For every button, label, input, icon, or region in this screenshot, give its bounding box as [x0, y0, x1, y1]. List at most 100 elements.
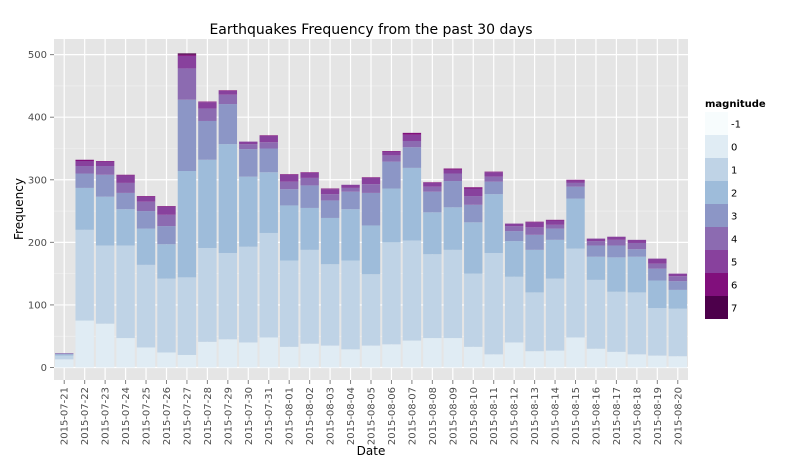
bar-segment	[627, 249, 647, 257]
bar-segment	[566, 186, 585, 199]
bar-segment	[259, 148, 278, 173]
bar-segment	[586, 238, 606, 242]
bar-segment	[668, 276, 687, 282]
bar-segment	[116, 182, 135, 193]
bar-segment	[157, 352, 176, 368]
bar-segment	[423, 212, 442, 255]
bar-segment	[279, 205, 299, 261]
bar-segment	[300, 249, 319, 344]
x-tick-label: 2015-08-02	[305, 387, 316, 445]
bar-segment	[157, 226, 176, 245]
y-axis: 0 100 200 300 400 500	[28, 50, 54, 374]
bar-segment	[341, 349, 360, 368]
y-tick-label: 500	[28, 50, 47, 61]
x-tick-label: 2015-08-15	[571, 387, 582, 445]
bar-segment	[402, 167, 422, 241]
bar-segment	[259, 142, 278, 149]
bar-segment	[484, 252, 503, 355]
legend-label: 1	[731, 166, 737, 177]
bar-segment	[279, 174, 299, 182]
bar-segment	[177, 171, 197, 278]
legend-title: magnitude	[705, 99, 766, 110]
bar-segment	[177, 68, 197, 100]
bar-segment	[566, 179, 585, 181]
bar-segment	[198, 247, 217, 342]
bar-segment	[566, 337, 585, 368]
bar-segment	[198, 108, 217, 121]
legend-label: 6	[731, 281, 737, 292]
legend: magnitude -1 0 1 2 3 4 5 6 7	[705, 99, 766, 319]
bar-segment	[320, 200, 340, 218]
bar-segment	[259, 172, 278, 233]
bar-segment	[443, 173, 463, 182]
bar-segment	[607, 291, 626, 352]
x-tick-label: 2015-07-21	[60, 387, 71, 445]
bar-segment	[218, 252, 238, 340]
bar-segment	[239, 176, 258, 247]
bar-segment	[198, 102, 217, 109]
legend-label: -1	[731, 120, 741, 131]
bar-segment	[239, 149, 258, 177]
bar-segment	[566, 182, 585, 187]
bar-segment	[279, 189, 299, 206]
bar-segment	[361, 177, 381, 185]
bar-segment	[300, 172, 319, 173]
bar-segment	[75, 229, 94, 321]
legend-swatch	[705, 135, 728, 158]
bar-segment	[668, 308, 687, 357]
bar-segment	[198, 101, 217, 103]
bar-segment	[525, 351, 544, 368]
x-tick-label: 2015-07-28	[203, 387, 214, 445]
bar-segment	[279, 260, 299, 347]
bar-segment	[320, 189, 340, 195]
bar-segment	[525, 227, 544, 235]
bar-segment	[423, 186, 442, 192]
bar-segment	[423, 191, 442, 213]
bar-segment	[136, 347, 156, 368]
bar-segment	[361, 274, 381, 346]
bar-segment	[443, 168, 463, 170]
bar-segment	[320, 264, 340, 346]
bar-segment	[95, 323, 115, 368]
bar-segment	[566, 248, 585, 338]
bar-segment	[382, 150, 401, 152]
bar-segment	[239, 141, 258, 145]
bar-segment	[607, 236, 626, 240]
bar-segment	[361, 225, 381, 275]
bar-segment	[239, 144, 258, 150]
bar-segment	[627, 242, 647, 250]
bar-segment	[259, 135, 278, 143]
bar-segment	[545, 224, 565, 229]
bar-segment	[95, 245, 115, 324]
bar-segment	[177, 277, 197, 355]
bar-segment	[525, 234, 544, 250]
bar-segment	[320, 194, 340, 201]
bar-segment	[55, 353, 74, 354]
bar-segment	[218, 104, 238, 145]
bar-segment	[586, 256, 606, 280]
bar-segment	[484, 172, 503, 177]
x-tick-label: 2015-08-08	[428, 387, 439, 445]
x-tick-label: 2015-08-19	[653, 387, 664, 445]
bar-segment	[423, 254, 442, 339]
bar-segment	[300, 172, 319, 178]
bar-segment	[95, 161, 115, 162]
legend-label: 0	[731, 143, 737, 154]
bar-segment	[198, 120, 217, 160]
y-axis-title: Frequency	[12, 178, 26, 240]
bar-segment	[361, 345, 381, 368]
bar-segment	[668, 273, 687, 277]
bar-segment	[279, 181, 299, 190]
bar-segment	[382, 155, 401, 162]
bar-segment	[320, 217, 340, 265]
x-tick-label: 2015-07-25	[142, 387, 153, 445]
bar-segment	[95, 196, 115, 246]
bar-segment	[116, 175, 135, 183]
bar-segment	[443, 181, 463, 208]
legend-label: 3	[731, 212, 737, 223]
bar-segment	[668, 281, 687, 290]
bar-segment	[157, 206, 176, 215]
x-tick-label: 2015-08-05	[367, 387, 378, 445]
bar-segment	[177, 354, 197, 368]
